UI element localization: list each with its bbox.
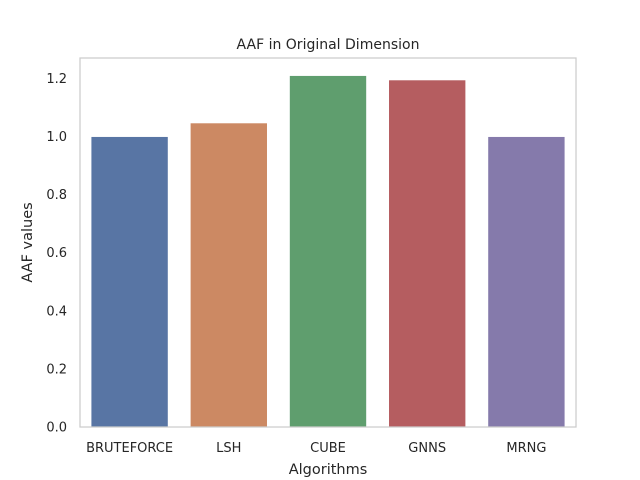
y-tick-label: 1.2	[46, 72, 67, 87]
y-tick-label: 0.6	[46, 246, 67, 261]
x-tick-label-lsh: LSH	[216, 441, 241, 456]
y-tick-label: 0.2	[46, 362, 67, 377]
x-tick-label-mrng: MRNG	[506, 441, 546, 456]
chart-title: AAF in Original Dimension	[237, 37, 420, 53]
bar-cube	[288, 74, 368, 428]
plot-frame	[79, 57, 577, 428]
x-tick-label-gnns: GNNS	[408, 441, 446, 456]
bar-bruteforce	[90, 135, 169, 428]
bars-group	[90, 74, 566, 428]
bar-lsh	[189, 122, 268, 428]
x-axis-label: Algorithms	[289, 462, 368, 478]
x-tick-labels: BRUTEFORCE LSH CUBE GNNS MRNG	[86, 441, 546, 456]
y-tick-label: 0.8	[46, 188, 67, 203]
y-tick-label: 0.0	[46, 421, 67, 436]
x-tick-label-bruteforce: BRUTEFORCE	[86, 441, 173, 456]
y-tick-label: 1.0	[46, 130, 67, 145]
x-tick-label-cube: CUBE	[310, 441, 346, 456]
y-axis-label: AAF values	[20, 202, 36, 282]
y-tick-labels: 0.0 0.2 0.4 0.6 0.8 1.0 1.2	[46, 72, 67, 436]
bar-mrng	[487, 135, 566, 428]
y-tick-label: 0.4	[46, 304, 67, 319]
bar-gnns	[388, 79, 467, 428]
